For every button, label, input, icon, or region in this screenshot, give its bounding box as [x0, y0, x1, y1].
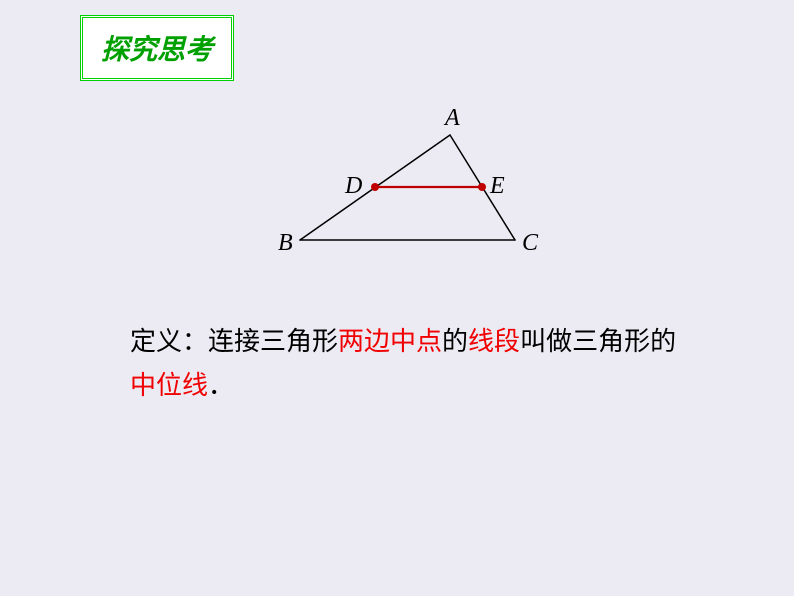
- svg-text:D: D: [344, 173, 362, 199]
- def-part-4: ．: [208, 371, 234, 400]
- title-box: 探究思考: [80, 15, 234, 81]
- triangle-svg: A B C D E: [270, 100, 550, 280]
- def-highlight-1: 两边中点: [338, 327, 442, 356]
- def-part-1: 定义：连接三角形: [130, 327, 338, 356]
- svg-text:B: B: [278, 230, 293, 256]
- def-part-3: 叫做三角形的: [520, 327, 676, 356]
- title-text: 探究思考: [101, 35, 213, 66]
- def-highlight-2: 线段: [468, 327, 520, 356]
- triangle-diagram: A B C D E: [270, 100, 550, 280]
- svg-text:E: E: [489, 173, 505, 199]
- def-highlight-3: 中位线: [130, 371, 208, 400]
- definition-text: 定义：连接三角形两边中点的线段叫做三角形的中位线．: [130, 320, 690, 408]
- svg-text:C: C: [522, 230, 539, 256]
- def-part-2: 的: [442, 327, 468, 356]
- svg-text:A: A: [443, 105, 460, 131]
